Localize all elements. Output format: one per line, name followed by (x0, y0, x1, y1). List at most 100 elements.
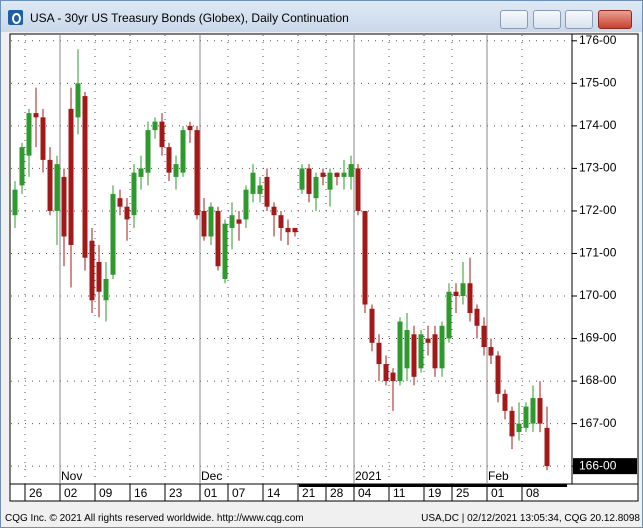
candle-body (355, 168, 361, 211)
candle-body (138, 168, 144, 177)
candle-body (418, 334, 424, 369)
candle-body (516, 423, 522, 433)
candle-body (390, 372, 396, 382)
candle-body (103, 278, 109, 301)
y-tick-label: 175-00 (579, 76, 617, 90)
candle-body (33, 113, 39, 118)
candle-body (257, 185, 263, 194)
candle-body (467, 283, 473, 314)
candle-body (313, 176, 319, 199)
candle-body (47, 159, 53, 211)
window-title: USA - 30yr US Treasury Bonds (Globex), D… (30, 11, 349, 25)
candle-body (425, 338, 431, 343)
app-icon[interactable] (8, 10, 23, 25)
candle-body (117, 198, 123, 207)
x-tick-label: 01 (204, 486, 218, 500)
candle-body (502, 393, 508, 411)
minimize-button[interactable] (533, 10, 561, 29)
candle-body (474, 308, 480, 326)
close-button[interactable] (598, 10, 632, 29)
candle-body (397, 321, 403, 382)
x-tick-label: 26 (29, 486, 43, 500)
candle-body (215, 210, 221, 267)
x-tick-label: 14 (267, 486, 281, 500)
date-axis-bar (299, 484, 567, 487)
candle-body (495, 355, 501, 394)
candle-body (271, 206, 277, 216)
candle-body (96, 261, 102, 292)
y-tick-label: 172-00 (579, 203, 617, 217)
candle-body (201, 210, 207, 237)
chart: 166-00 167-00 168-00 169-00 170-00 171-00 172-… (9, 33, 639, 502)
candle-body (320, 172, 326, 177)
maximize-button[interactable] (565, 10, 593, 29)
x-tick-label: 08 (526, 486, 540, 500)
status-info: USA,DC | 02/12/2021 13:05:34, CQG 20.12.… (421, 513, 640, 524)
candle-body (110, 193, 116, 275)
x-tick-label: 16 (134, 486, 148, 500)
y-tick-label: 173-00 (579, 161, 617, 175)
candle-body (439, 325, 445, 369)
y-tick-label: 174-00 (579, 118, 617, 132)
candle-body (243, 189, 249, 220)
candle-body (488, 347, 494, 356)
candle-body (537, 398, 543, 424)
y-tick-label: 171-00 (579, 246, 617, 260)
y-tick-label: 169-00 (579, 331, 617, 345)
plot-area (9, 33, 573, 485)
candle-body (152, 121, 158, 131)
candle-body (208, 206, 214, 237)
candle-body (446, 291, 452, 339)
candle-body (82, 96, 88, 258)
candle-body (292, 227, 298, 233)
x-tick-label: 02 (64, 486, 78, 500)
price-axis (571, 33, 639, 485)
x-tick-label: 04 (358, 486, 372, 500)
candle-body (285, 227, 291, 233)
y-tick-label: 168-00 (579, 373, 617, 387)
candle-body (453, 291, 459, 297)
candle-body (432, 334, 438, 369)
candle-body (40, 117, 46, 160)
candle-body (523, 406, 529, 428)
candle-body (124, 206, 130, 220)
candle-body (180, 130, 186, 173)
y-tick-label: 170-00 (579, 288, 617, 302)
candle-body (187, 125, 193, 131)
x-tick-label: 25 (456, 486, 470, 500)
candle-body (509, 410, 515, 437)
candle-body (173, 164, 179, 177)
status-bar: CQG Inc. © 2021 All rights reserved worl… (1, 511, 642, 527)
x-tick-label: 11 (393, 486, 406, 500)
candle-body (369, 308, 375, 343)
month-label: Nov (61, 469, 82, 483)
x-tick-label: 21 (302, 486, 316, 500)
candle-body (544, 427, 550, 467)
candle-body (159, 121, 165, 148)
candle-body (299, 168, 305, 190)
candle-body (383, 364, 389, 382)
title-bar: USA - 30yr US Treasury Bonds (Globex), D… (1, 1, 642, 32)
y-tick-label: 176-00 (579, 33, 617, 47)
x-tick-label: 23 (169, 486, 183, 500)
candle-body (460, 283, 466, 297)
copyright: CQG Inc. © 2021 All rights reserved worl… (5, 513, 304, 524)
pin-button[interactable] (500, 10, 528, 29)
x-tick-label: 07 (232, 486, 246, 500)
candle-body (222, 223, 228, 279)
y-tick-label: 167-00 (579, 416, 617, 430)
candle-body (12, 189, 18, 216)
candle-body (250, 172, 256, 194)
candle-body (327, 172, 333, 190)
candle-body (19, 147, 25, 186)
candle-body (61, 176, 67, 237)
candle-body (278, 215, 284, 228)
x-tick-label: 19 (428, 486, 442, 500)
candle-body (131, 172, 137, 216)
y-tick-label: 166-00 (579, 458, 617, 472)
month-label: Feb (488, 469, 509, 483)
candle-body (334, 172, 340, 177)
candle-body (166, 147, 172, 173)
month-label: Dec (201, 469, 222, 483)
candle-body (411, 334, 417, 377)
